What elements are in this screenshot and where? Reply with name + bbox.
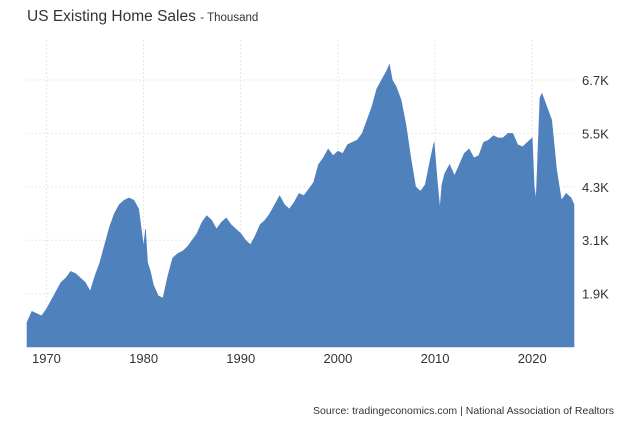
x-tick-label-2: 1990 bbox=[226, 351, 255, 366]
x-tick-label-1: 1980 bbox=[129, 351, 158, 366]
x-tick-label-0: 1970 bbox=[32, 351, 61, 366]
x-tick-label-3: 2000 bbox=[323, 351, 352, 366]
chart-title: US Existing Home Sales bbox=[27, 8, 196, 25]
y-tick-label-3: 5.5K bbox=[582, 126, 609, 141]
y-tick-label-4: 6.7K bbox=[582, 73, 609, 88]
x-tick-label-5: 2020 bbox=[518, 351, 547, 366]
source-note: Source: tradingeconomics.com | National … bbox=[313, 405, 614, 417]
chart-subtitle: - Thousand bbox=[200, 12, 259, 24]
y-tick-label-1: 3.1K bbox=[582, 233, 609, 248]
y-tick-label-0: 1.9K bbox=[582, 287, 609, 302]
y-tick-label-2: 4.3K bbox=[582, 180, 609, 195]
area-series-0 bbox=[26, 63, 575, 348]
x-tick-label-4: 2010 bbox=[421, 351, 450, 366]
chart-title-row: US Existing Home Sales - Thousand bbox=[27, 8, 258, 26]
